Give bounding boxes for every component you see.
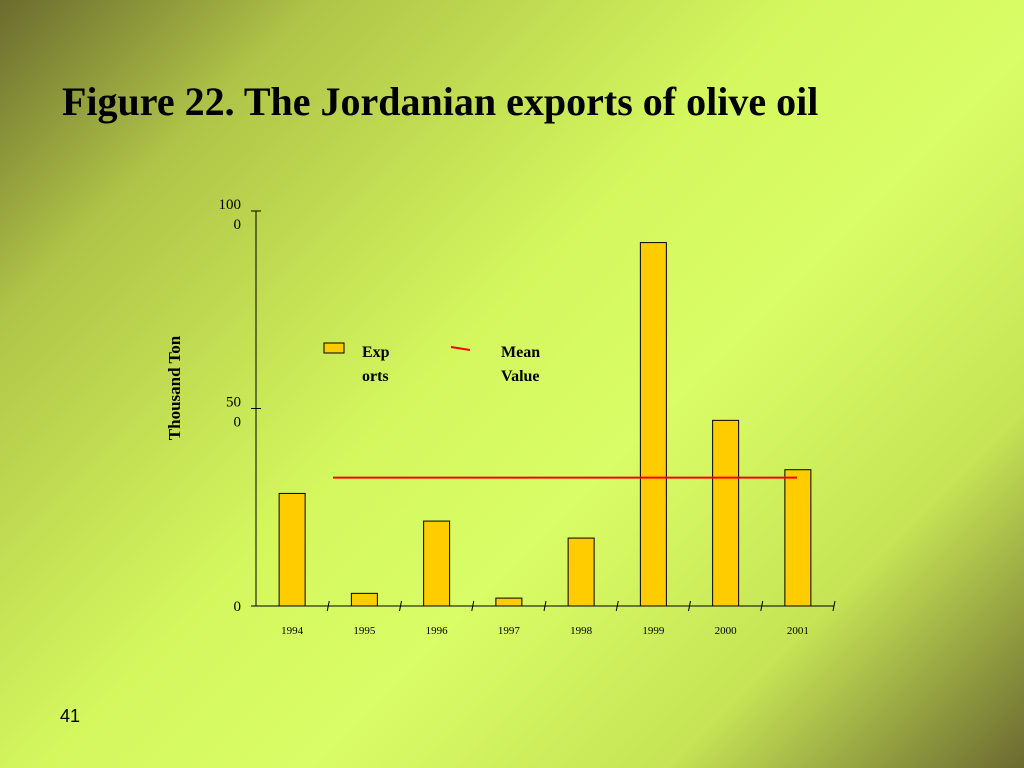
y-tick-label: 0 <box>234 599 242 615</box>
bar <box>639 242 667 607</box>
slide-number: 41 <box>60 706 81 726</box>
y-tick-label: 100 0 <box>219 197 242 233</box>
x-tick <box>688 600 691 612</box>
x-tick <box>471 600 475 612</box>
x-tick-label: 2001 <box>787 625 809 637</box>
x-tick-label: 1995 <box>353 625 376 637</box>
legend-swatch-exports <box>323 342 345 354</box>
bar <box>567 537 595 607</box>
x-tick <box>326 600 330 612</box>
bar <box>278 492 306 607</box>
slide-title: Figure 22. The Jordanian exports of oliv… <box>62 79 819 124</box>
bar <box>712 419 740 607</box>
x-tick <box>615 600 619 612</box>
x-tick-label: 1996 <box>426 625 449 637</box>
x-tick <box>760 600 764 612</box>
x-tick <box>399 600 402 612</box>
bar <box>423 520 451 607</box>
x-tick-label: 1998 <box>570 625 593 637</box>
x-tick-label: 1999 <box>642 625 665 637</box>
y-tick-label: 50 0 <box>226 395 241 431</box>
x-tick-label: 2000 <box>715 625 738 637</box>
x-tick <box>832 600 836 612</box>
x-tick <box>543 600 547 612</box>
bar <box>784 469 812 607</box>
legend-label-exports: Exp orts <box>362 344 390 385</box>
bar <box>495 597 523 607</box>
x-tick-label: 1994 <box>281 625 304 637</box>
legend-swatch-mean <box>450 346 471 351</box>
bar <box>350 592 378 607</box>
legend-label-mean: Mean Value <box>501 344 540 385</box>
x-tick-label: 1997 <box>498 625 521 637</box>
y-axis-label: Thousand Ton <box>165 335 184 440</box>
